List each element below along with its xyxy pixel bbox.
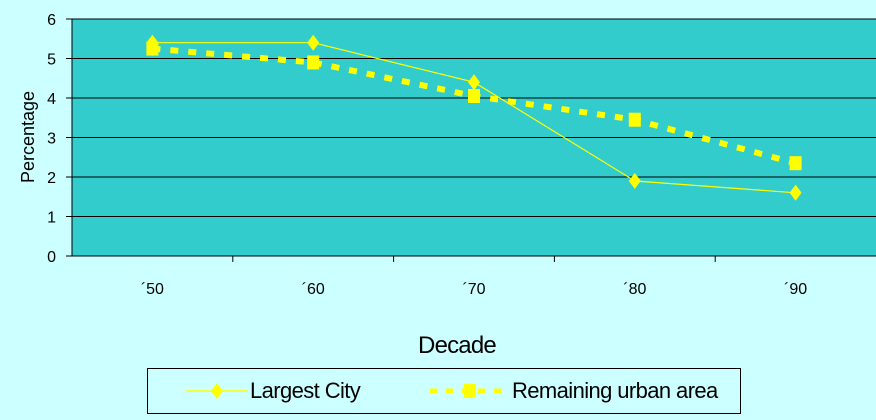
data-point-remaining-urban-area bbox=[789, 156, 802, 171]
data-point-remaining-urban-area bbox=[307, 55, 320, 70]
legend-label-remaining-urban-area: Remaining urban area bbox=[512, 378, 718, 403]
x-tick-label: ´90 bbox=[784, 281, 807, 298]
y-tick-label: 5 bbox=[47, 52, 56, 69]
legend-swatch-largest-city bbox=[186, 383, 248, 399]
y-tick-label: 1 bbox=[47, 210, 56, 227]
legend-item-remaining-urban-area: Remaining urban area bbox=[430, 369, 718, 413]
legend-item-largest-city: Largest City bbox=[186, 369, 361, 413]
x-tick-label: ´60 bbox=[302, 281, 325, 298]
x-axis-title: Decade bbox=[418, 332, 496, 359]
legend: Largest City Remaining urban area bbox=[147, 368, 741, 414]
y-axis-title: Percentage bbox=[18, 91, 38, 183]
y-tick-label: 0 bbox=[47, 249, 56, 266]
x-tick-labels: ´50 ´60 ´70 ´80 ´90 bbox=[141, 281, 807, 298]
y-tick-label: 3 bbox=[47, 131, 56, 148]
x-tick-label: ´80 bbox=[623, 281, 646, 298]
data-point-largest-city bbox=[628, 172, 641, 189]
legend-swatch-remaining-urban-area bbox=[430, 384, 510, 398]
axes bbox=[66, 18, 876, 262]
y-tick-label: 6 bbox=[47, 12, 56, 29]
data-point-remaining-urban-area bbox=[468, 89, 480, 104]
data-point-remaining-urban-area bbox=[146, 41, 159, 56]
data-point-largest-city bbox=[468, 74, 480, 91]
y-tick-labels: 0 1 2 3 4 5 6 bbox=[47, 12, 56, 266]
x-tick-label: ´70 bbox=[462, 281, 485, 298]
y-tick-label: 4 bbox=[47, 91, 56, 108]
data-point-largest-city bbox=[307, 34, 320, 51]
y-tick-label: 2 bbox=[47, 170, 56, 187]
legend-label-largest-city: Largest City bbox=[250, 378, 361, 403]
x-tick-label: ´50 bbox=[141, 281, 164, 298]
data-point-largest-city bbox=[789, 184, 802, 201]
series-layer bbox=[146, 34, 802, 201]
data-point-remaining-urban-area bbox=[628, 112, 641, 127]
